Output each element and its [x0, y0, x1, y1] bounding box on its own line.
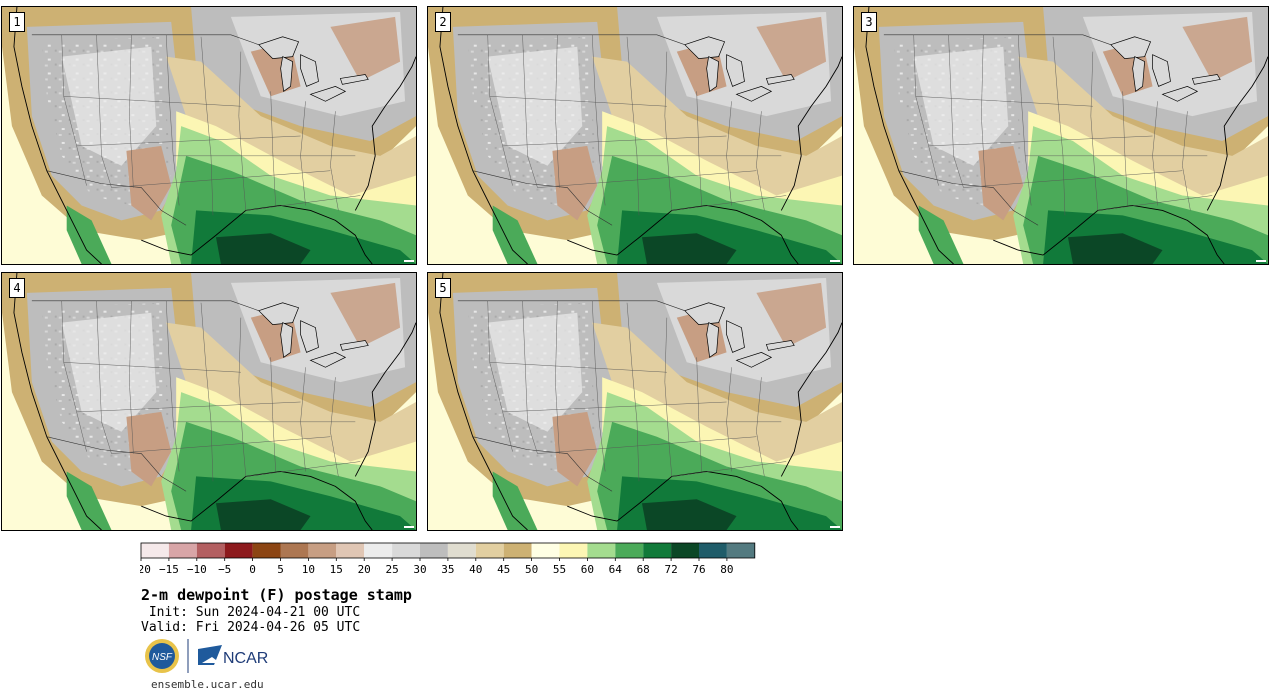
colorbar-tick-label: 80: [720, 563, 733, 576]
colorbar-swatch: [252, 543, 281, 558]
colorbar: −20 −15 −10 −5 0 5 10 15 20 25 30 35 40 45 50 55 60 64 68 7…: [140, 542, 756, 576]
panel-number: 5: [435, 278, 451, 298]
dewpoint-map: [428, 7, 842, 264]
scale-bar: [1256, 260, 1266, 262]
colorbar-tick-label: 68: [637, 563, 650, 576]
colorbar-swatch: [420, 543, 448, 558]
colorbar-swatch: [196, 543, 225, 558]
nsf-logo-text: NSF: [152, 652, 173, 663]
map-panel-3: 3: [853, 6, 1269, 265]
dewpoint-map: [2, 273, 416, 530]
colorbar-tick-label: 10: [302, 563, 315, 576]
colorbar-swatch: [392, 543, 420, 558]
colorbar-tick-label: 30: [413, 563, 426, 576]
init-time: Init: Sun 2024-04-21 00 UTC: [148, 605, 361, 620]
dewpoint-map: [854, 7, 1268, 264]
colorbar-tick-label: 60: [581, 563, 594, 576]
colorbar-swatch: [447, 543, 476, 558]
map-panel-2: 2: [427, 6, 843, 265]
colorbar-swatch: [531, 543, 560, 558]
panel-number: 4: [9, 278, 25, 298]
colorbar-tick-label: 50: [525, 563, 538, 576]
colorbar-swatch: [364, 543, 393, 558]
valid-time: Valid: Fri 2024-04-26 05 UTC: [141, 620, 361, 635]
panel-number: 3: [861, 12, 877, 32]
colorbar-tick-label: 20: [358, 563, 371, 576]
colorbar-swatch: [699, 543, 727, 558]
colorbar-swatch: [308, 543, 337, 558]
colorbar-swatch: [224, 543, 253, 558]
colorbar-tick-label: −10: [187, 563, 207, 576]
colorbar-tick-label: 72: [664, 563, 677, 576]
colorbar-tick-label: −5: [218, 563, 231, 576]
colorbar-swatch: [587, 543, 616, 558]
colorbar-tick-label: 45: [497, 563, 510, 576]
map-panel-5: 5: [427, 272, 843, 531]
nsf-logo: NSF: [145, 639, 179, 673]
logos: NSF NCAR: [145, 639, 268, 673]
chart-title: 2-m dewpoint (F) postage stamp: [141, 586, 412, 604]
panel-number: 1: [9, 12, 25, 32]
colorbar-tick-label: −20: [140, 563, 151, 576]
colorbar-tick-label: −15: [159, 563, 179, 576]
colorbar-swatch: [671, 543, 699, 558]
scale-bar: [830, 526, 840, 528]
colorbar-swatch: [503, 543, 532, 558]
colorbar-tick-label: 5: [277, 563, 284, 576]
colorbar-tick-label: 40: [469, 563, 482, 576]
colorbar-tick-label: 0: [249, 563, 256, 576]
ncar-logo: NCAR: [198, 645, 268, 667]
colorbar-swatch: [168, 543, 197, 558]
scale-bar: [404, 526, 414, 528]
website-url: ensemble.ucar.edu: [151, 678, 264, 691]
map-panel-1: 1: [1, 6, 417, 265]
dewpoint-map: [2, 7, 416, 264]
colorbar-tick-label: 76: [692, 563, 705, 576]
colorbar-swatch: [475, 543, 504, 558]
dewpoint-map: [428, 273, 842, 530]
colorbar-swatch: [336, 543, 365, 558]
colorbar-swatch: [559, 543, 588, 558]
colorbar-swatch: [141, 543, 169, 558]
colorbar-swatch: [643, 543, 672, 558]
colorbar-tick-label: 64: [609, 563, 623, 576]
colorbar-tick-label: 15: [330, 563, 343, 576]
panel-number: 2: [435, 12, 451, 32]
colorbar-swatch: [726, 543, 755, 558]
colorbar-tick-label: 55: [553, 563, 566, 576]
scale-bar: [404, 260, 414, 262]
colorbar-swatch: [615, 543, 644, 558]
colorbar-tick-label: 25: [385, 563, 398, 576]
map-panel-4: 4: [1, 272, 417, 531]
ncar-logo-text: NCAR: [223, 650, 268, 667]
colorbar-swatch: [280, 543, 309, 558]
scale-bar: [830, 260, 840, 262]
colorbar-tick-label: 35: [441, 563, 454, 576]
